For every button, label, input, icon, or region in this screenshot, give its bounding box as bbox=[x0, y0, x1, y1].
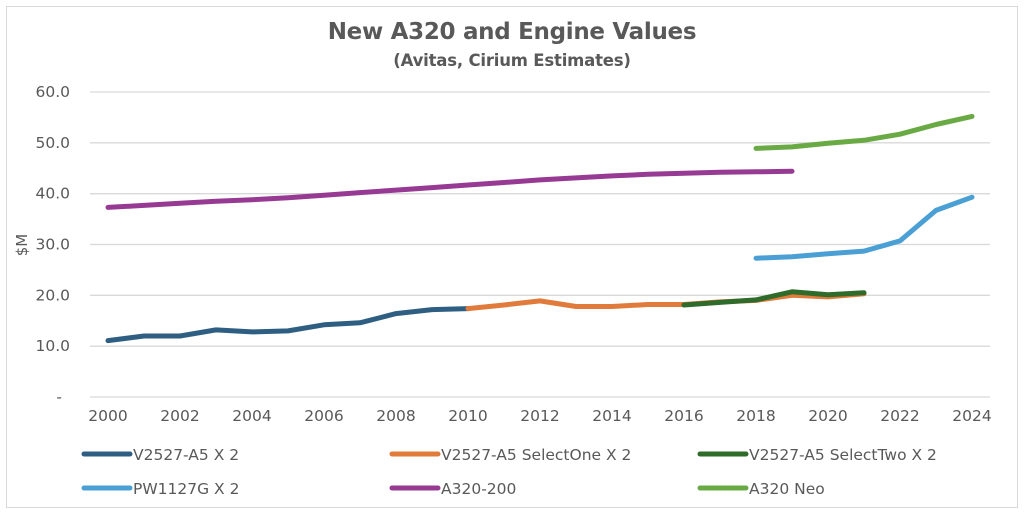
x-tick-label: 2010 bbox=[448, 407, 487, 425]
x-tick-label: 2006 bbox=[304, 407, 343, 425]
legend: V2527-A5 X 2 V2527-A5 SelectOne X 2 V2527-… bbox=[81, 446, 937, 498]
y-axis-label: $M bbox=[13, 234, 31, 257]
series-line-v2527-a5-selectone-x-2 bbox=[465, 291, 867, 312]
series-line-a320-neo bbox=[753, 113, 975, 151]
x-tick-label: 2022 bbox=[880, 407, 919, 425]
y-tick-label: 30.0 bbox=[35, 236, 70, 254]
x-tick-label: 2020 bbox=[808, 407, 847, 425]
x-tick-label: 2000 bbox=[88, 407, 127, 425]
y-tick-label: 60.0 bbox=[35, 83, 70, 101]
legend-label: A320-200 bbox=[441, 480, 516, 498]
series-line-v2527-a5-x-2 bbox=[105, 306, 471, 344]
y-axis-ticks: - 10.0 20.0 30.0 40.0 50.0 60.0 bbox=[35, 83, 70, 406]
x-tick-label: 2014 bbox=[592, 407, 631, 425]
series-line-v2527-a5-selecttwo-x-2 bbox=[681, 289, 867, 308]
x-tick-label: 2012 bbox=[520, 407, 559, 425]
legend-label: A320 Neo bbox=[749, 480, 825, 498]
series-line-pw1127g-x-2 bbox=[753, 194, 975, 261]
x-axis-ticks: 2000 2002 2004 2006 2008 2010 2012 2014 2016 2018… bbox=[88, 407, 991, 425]
legend-label: V2527-A5 SelectTwo X 2 bbox=[749, 446, 937, 464]
chart-frame bbox=[6, 6, 1018, 508]
legend-label: V2527-A5 SelectOne X 2 bbox=[441, 446, 631, 464]
x-tick-label: 2004 bbox=[232, 407, 271, 425]
gridlines bbox=[90, 91, 990, 398]
x-tick-label: 2018 bbox=[736, 407, 775, 425]
y-tick-label: - bbox=[56, 388, 62, 406]
x-tick-label: 2008 bbox=[376, 407, 415, 425]
y-tick-label: 20.0 bbox=[35, 286, 70, 304]
legend-label: V2527-A5 X 2 bbox=[133, 446, 239, 464]
chart-title: New A320 and Engine Values bbox=[327, 19, 697, 45]
x-tick-label: 2002 bbox=[160, 407, 199, 425]
y-tick-label: 50.0 bbox=[35, 134, 70, 152]
x-tick-label: 2024 bbox=[952, 407, 991, 425]
x-tick-label: 2016 bbox=[664, 407, 703, 425]
chart-subtitle: (Avitas, Cirium Estimates) bbox=[393, 51, 631, 70]
series-lines bbox=[105, 113, 975, 344]
y-tick-label: 10.0 bbox=[35, 337, 70, 355]
legend-label: PW1127G X 2 bbox=[133, 480, 239, 498]
series-line-a320-200 bbox=[105, 168, 795, 210]
y-tick-label: 40.0 bbox=[35, 185, 70, 203]
